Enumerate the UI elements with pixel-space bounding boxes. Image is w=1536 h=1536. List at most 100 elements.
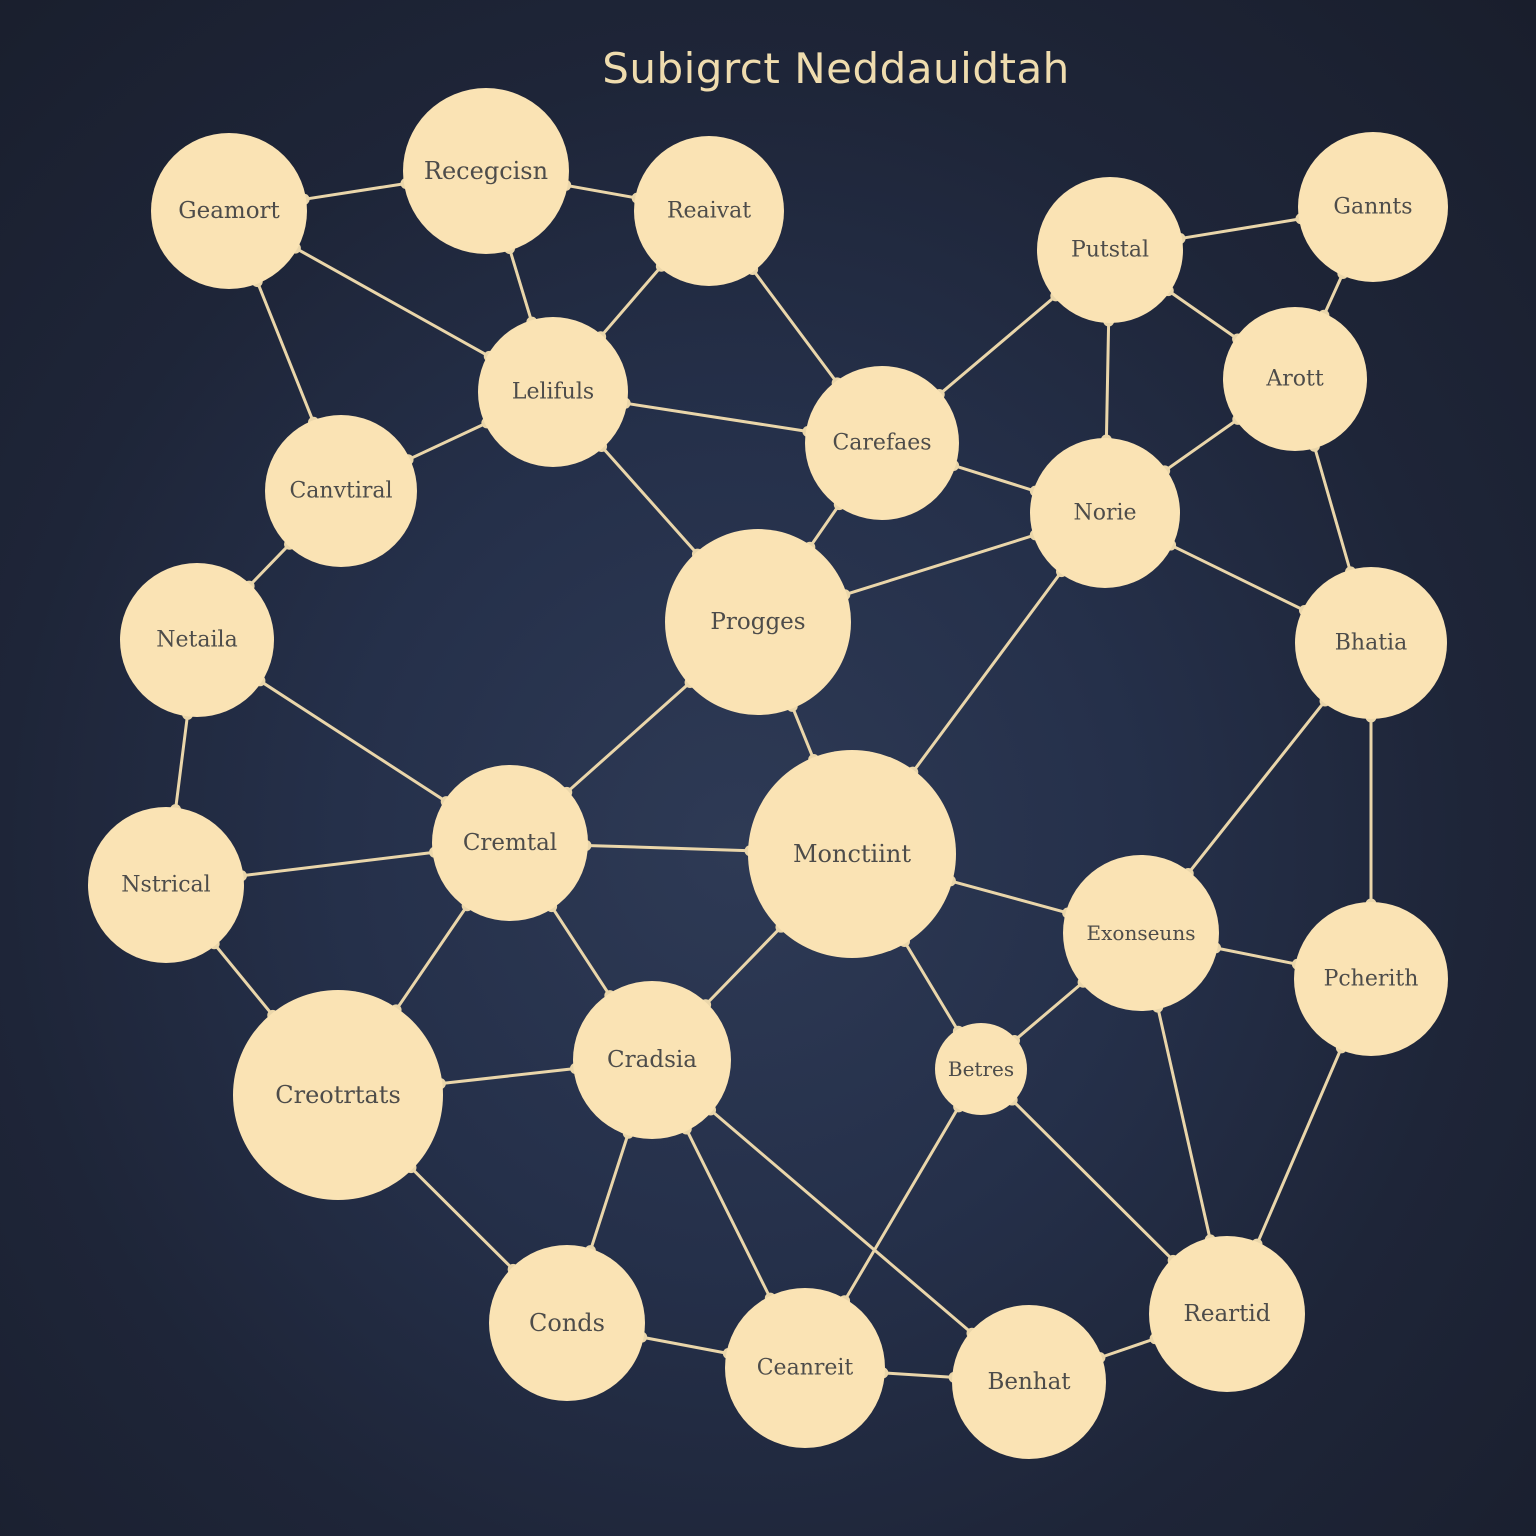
node-circle[interactable] bbox=[1030, 438, 1180, 588]
node-circle[interactable] bbox=[1223, 307, 1367, 451]
edge-line bbox=[911, 570, 1064, 774]
edge-line bbox=[293, 246, 491, 358]
node-circle[interactable] bbox=[1063, 855, 1219, 1011]
edge-netaila-cremtal bbox=[254, 675, 452, 808]
edge-benhat-reartid bbox=[1094, 1333, 1161, 1364]
node-exonseuns[interactable]: Exonseuns bbox=[1063, 855, 1219, 1011]
edge-line bbox=[258, 679, 448, 804]
node-reaivat[interactable]: Reaivat bbox=[634, 136, 784, 286]
node-circle[interactable] bbox=[478, 317, 628, 467]
node-label: Putstal bbox=[1071, 238, 1149, 263]
edge-line bbox=[584, 843, 752, 853]
edge-netaila-nstrical bbox=[170, 708, 194, 816]
node-circle[interactable] bbox=[233, 990, 443, 1200]
edge-line bbox=[599, 264, 663, 339]
edge-betres-ceanreit bbox=[839, 1101, 965, 1307]
node-label: Lelifuls bbox=[512, 380, 594, 405]
node-bhatia[interactable]: Bhatia bbox=[1295, 567, 1447, 719]
node-putstal[interactable]: Putstal bbox=[1037, 177, 1183, 323]
edge-cremtal-nstrical bbox=[235, 846, 441, 882]
node-circle[interactable] bbox=[634, 136, 784, 286]
edge-line bbox=[1312, 444, 1353, 574]
node-arott[interactable]: Arott bbox=[1223, 307, 1367, 451]
edge-line bbox=[843, 1105, 961, 1303]
node-label: Bhatia bbox=[1335, 631, 1407, 656]
edge-carefaes-norie bbox=[948, 459, 1041, 497]
node-betres[interactable]: Betres bbox=[935, 1023, 1027, 1115]
node-label: Pcherith bbox=[1324, 967, 1419, 992]
edge-line bbox=[1169, 543, 1307, 613]
node-geamort[interactable]: Geamort bbox=[151, 133, 307, 289]
edge-line bbox=[394, 904, 469, 1012]
edge-nstrical-creotrtats bbox=[208, 938, 279, 1021]
node-circle[interactable] bbox=[935, 1023, 1027, 1115]
node-circle[interactable] bbox=[120, 563, 274, 717]
edge-pcherith-reartid bbox=[1251, 1042, 1347, 1250]
edge-line bbox=[212, 942, 275, 1017]
node-carefaes[interactable]: Carefaes bbox=[805, 366, 959, 520]
node-circle[interactable] bbox=[88, 807, 244, 963]
node-ceanreit[interactable]: Ceanreit bbox=[725, 1288, 885, 1448]
edge-line bbox=[174, 712, 190, 812]
node-circle[interactable] bbox=[748, 750, 956, 958]
node-circle[interactable] bbox=[1037, 177, 1183, 323]
edge-line bbox=[1104, 319, 1111, 442]
node-nstrical[interactable]: Nstrical bbox=[88, 807, 244, 963]
edge-recegcisen-letifuls bbox=[504, 243, 538, 328]
node-label: Norie bbox=[1073, 501, 1136, 526]
node-circle[interactable] bbox=[1298, 132, 1448, 282]
node-circle[interactable] bbox=[432, 765, 588, 921]
edge-cremtal-monctiint bbox=[580, 839, 756, 857]
edge-monctiint-cradsia bbox=[700, 921, 787, 1011]
node-gannts[interactable]: Gannts bbox=[1298, 132, 1448, 282]
node-letifuls[interactable]: Lelifuls bbox=[478, 317, 628, 467]
node-monctiint[interactable]: Monctiint bbox=[748, 750, 956, 958]
node-cremtal[interactable]: Cremtal bbox=[432, 765, 588, 921]
edge-cremtal-cradsia bbox=[546, 901, 616, 1002]
edge-bhatia-pcherith bbox=[1365, 711, 1377, 910]
node-circle[interactable] bbox=[952, 1305, 1106, 1459]
node-circle[interactable] bbox=[489, 1245, 645, 1401]
node-netaila[interactable]: Netaila bbox=[120, 563, 274, 717]
node-label: Cradsia bbox=[607, 1047, 697, 1073]
edge-line bbox=[1214, 946, 1299, 966]
node-label: Creotrtats bbox=[275, 1081, 401, 1109]
node-circle[interactable] bbox=[1149, 1236, 1305, 1392]
node-label: Geamort bbox=[178, 198, 280, 224]
node-label: Monctiint bbox=[793, 840, 911, 868]
node-circle[interactable] bbox=[265, 415, 417, 567]
edge-monctiint-exonseuns bbox=[944, 875, 1074, 919]
edge-arott-norie bbox=[1159, 413, 1244, 477]
node-conds[interactable]: Conds bbox=[489, 1245, 645, 1401]
node-circle[interactable] bbox=[1294, 902, 1448, 1056]
diagram-title: Subigrct Neddauidtah bbox=[602, 44, 1070, 93]
edge-line bbox=[751, 268, 839, 385]
edge-recegcisen-reaivat bbox=[560, 179, 643, 204]
node-norie[interactable]: Norie bbox=[1030, 438, 1180, 588]
node-circle[interactable] bbox=[805, 366, 959, 520]
edge-line bbox=[1013, 980, 1085, 1043]
node-benhat[interactable]: Benhat bbox=[952, 1305, 1106, 1459]
edge-letifuls-progges bbox=[596, 440, 703, 560]
edge-line bbox=[937, 294, 1058, 397]
node-progges[interactable]: Progges bbox=[665, 529, 851, 715]
node-circle[interactable] bbox=[573, 981, 731, 1139]
node-pcherith[interactable]: Pcherith bbox=[1294, 902, 1448, 1056]
edge-line bbox=[247, 542, 292, 588]
node-label: Progges bbox=[710, 609, 805, 635]
edge-line bbox=[704, 925, 783, 1007]
node-circle[interactable] bbox=[665, 529, 851, 715]
node-cradsia[interactable]: Cradsia bbox=[573, 981, 731, 1139]
node-circle[interactable] bbox=[403, 88, 569, 254]
node-recegcisen[interactable]: Recegcisn bbox=[403, 88, 569, 254]
node-reartid[interactable]: Reartid bbox=[1149, 1236, 1305, 1392]
node-canvtiral[interactable]: Canvtiral bbox=[265, 415, 417, 567]
edge-line bbox=[409, 1166, 515, 1271]
node-circle[interactable] bbox=[1295, 567, 1447, 719]
node-creotrtats[interactable]: Creotrtats bbox=[233, 990, 443, 1200]
node-circle[interactable] bbox=[151, 133, 307, 289]
edge-norie-progges bbox=[839, 529, 1041, 601]
node-circle[interactable] bbox=[725, 1288, 885, 1448]
edge-putstal-norie bbox=[1100, 315, 1115, 446]
